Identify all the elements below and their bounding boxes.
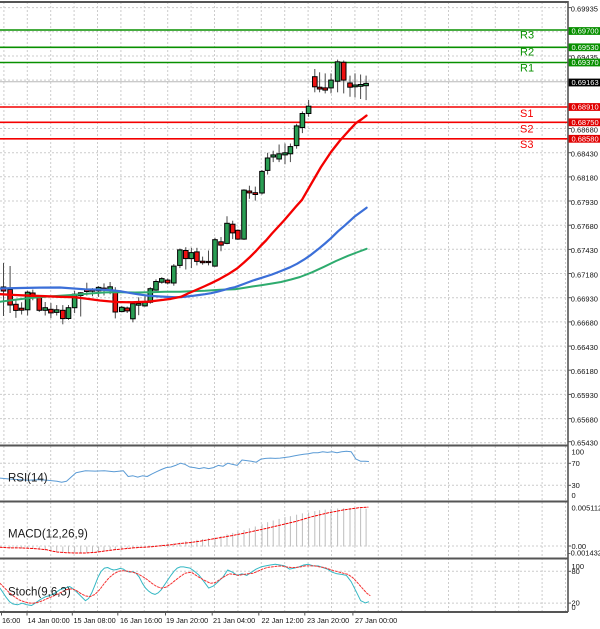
svg-text:22 Jan 12:00: 22 Jan 12:00 — [262, 616, 304, 625]
svg-text:16:00: 16:00 — [2, 616, 20, 625]
svg-text:23 Jan 20:00: 23 Jan 20:00 — [307, 616, 349, 625]
svg-text:0.65930: 0.65930 — [571, 391, 598, 400]
svg-text:16 Jan 16:00: 16 Jan 16:00 — [120, 616, 162, 625]
svg-text:0.66930: 0.66930 — [571, 295, 598, 304]
svg-text:70: 70 — [572, 459, 580, 468]
svg-text:Stoch(9,6,3): Stoch(9,6,3) — [8, 587, 71, 599]
svg-text:0.69700: 0.69700 — [572, 27, 599, 36]
svg-text:19 Jan 20:00: 19 Jan 20:00 — [166, 616, 208, 625]
svg-text:0: 0 — [572, 603, 576, 612]
svg-text:0.00: 0.00 — [572, 542, 587, 551]
svg-text:R2: R2 — [520, 47, 534, 59]
svg-text:S2: S2 — [520, 124, 533, 136]
svg-text:20: 20 — [572, 599, 580, 608]
svg-text:15 Jan 08:00: 15 Jan 08:00 — [74, 616, 116, 625]
svg-text:0.68750: 0.68750 — [572, 118, 599, 127]
svg-text:14 Jan 00:00: 14 Jan 00:00 — [28, 616, 70, 625]
svg-text:RSI(14): RSI(14) — [8, 473, 48, 485]
svg-text:80: 80 — [572, 567, 580, 576]
svg-text:0.68580: 0.68580 — [572, 134, 599, 143]
svg-text:0.69163: 0.69163 — [572, 78, 599, 87]
svg-text:0.69530: 0.69530 — [572, 43, 599, 52]
svg-text:100: 100 — [572, 448, 585, 457]
svg-text:0.005112: 0.005112 — [572, 504, 600, 513]
svg-text:S3: S3 — [520, 139, 533, 151]
svg-text:0.69935: 0.69935 — [571, 4, 598, 13]
svg-text:0.69370: 0.69370 — [572, 58, 599, 67]
svg-text:21 Jan 04:00: 21 Jan 04:00 — [213, 616, 255, 625]
svg-text:27 Jan 00:00: 27 Jan 00:00 — [355, 616, 397, 625]
svg-text:30: 30 — [572, 481, 580, 490]
svg-text:0.68430: 0.68430 — [571, 150, 598, 159]
svg-text:S1: S1 — [520, 108, 533, 120]
svg-text:-0.001432: -0.001432 — [568, 549, 600, 558]
svg-text:100: 100 — [572, 562, 585, 571]
svg-text:0.67430: 0.67430 — [571, 246, 598, 255]
svg-text:0.66180: 0.66180 — [571, 367, 598, 376]
svg-text:0.69435: 0.69435 — [571, 53, 598, 62]
svg-text:0.66430: 0.66430 — [571, 343, 598, 352]
svg-text:0.66680: 0.66680 — [571, 319, 598, 328]
svg-text:0.68180: 0.68180 — [571, 174, 598, 183]
svg-text:0.68680: 0.68680 — [571, 125, 598, 134]
svg-text:R3: R3 — [520, 30, 534, 42]
svg-text:0: 0 — [572, 491, 576, 500]
svg-text:0.68910: 0.68910 — [572, 103, 599, 112]
svg-text:R1: R1 — [520, 63, 534, 75]
svg-text:MACD(12,26,9): MACD(12,26,9) — [8, 529, 88, 541]
svg-text:0.65430: 0.65430 — [571, 439, 598, 448]
svg-text:0.67680: 0.67680 — [571, 222, 598, 231]
svg-text:0.67930: 0.67930 — [571, 198, 598, 207]
svg-text:0.67180: 0.67180 — [571, 270, 598, 279]
svg-text:0.65680: 0.65680 — [571, 415, 598, 424]
